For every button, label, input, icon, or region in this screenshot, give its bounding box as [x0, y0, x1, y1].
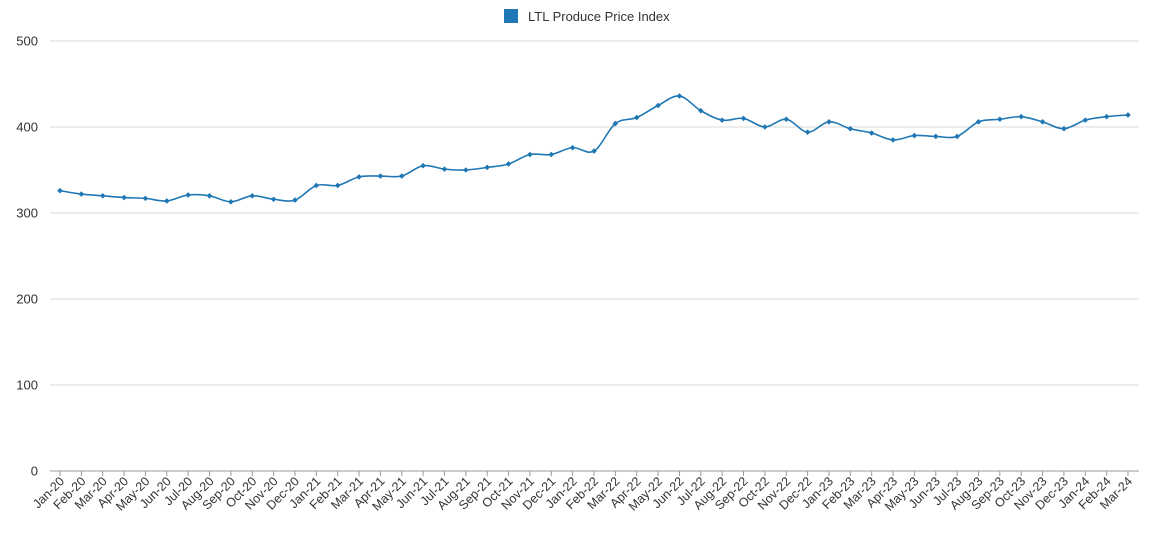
y-tick-label: 200 [16, 292, 38, 307]
data-point[interactable] [1018, 113, 1024, 120]
data-point[interactable] [804, 129, 811, 135]
data-point[interactable] [1125, 112, 1131, 118]
x-axis: Jan-20Feb-20Mar-20Apr-20May-20Jun-20Jul-… [30, 471, 1135, 514]
data-point[interactable] [398, 173, 405, 179]
data-point[interactable] [932, 133, 939, 140]
data-point[interactable] [57, 187, 63, 194]
data-point[interactable] [463, 167, 469, 173]
data-point[interactable] [676, 93, 683, 99]
data-point[interactable] [655, 102, 661, 109]
data-point[interactable] [826, 119, 832, 125]
data-point[interactable] [698, 107, 704, 114]
data-point[interactable] [868, 130, 875, 136]
data-point[interactable] [740, 115, 747, 122]
data-point[interactable] [99, 193, 106, 199]
y-tick-label: 500 [16, 34, 38, 49]
data-point[interactable] [569, 144, 576, 151]
data-point[interactable] [591, 148, 597, 154]
data-points [57, 93, 1131, 205]
data-point[interactable] [249, 193, 256, 199]
data-point[interactable] [185, 192, 191, 198]
legend-swatch [504, 9, 518, 23]
data-point[interactable] [505, 161, 512, 167]
legend[interactable]: LTL Produce Price Index [504, 9, 670, 24]
data-point[interactable] [633, 114, 640, 121]
data-point[interactable] [954, 133, 960, 140]
data-point[interactable] [206, 193, 213, 199]
data-point[interactable] [1103, 113, 1110, 120]
data-point[interactable] [228, 199, 234, 205]
data-point[interactable] [847, 125, 854, 132]
data-point[interactable] [548, 151, 555, 158]
data-point[interactable] [142, 195, 149, 202]
data-point[interactable] [441, 166, 448, 172]
y-axis: 0 100 200 300 400 500 [16, 34, 38, 479]
data-point[interactable] [270, 196, 277, 203]
data-point[interactable] [975, 119, 982, 125]
data-point[interactable] [78, 191, 85, 197]
data-point[interactable] [420, 162, 426, 169]
data-point[interactable] [1082, 117, 1089, 123]
data-point[interactable] [164, 198, 170, 204]
legend-label: LTL Produce Price Index [528, 9, 670, 24]
data-point[interactable] [911, 132, 918, 139]
data-point[interactable] [121, 194, 127, 201]
y-tick-label: 0 [31, 464, 38, 479]
data-point[interactable] [484, 164, 490, 171]
data-point[interactable] [1061, 125, 1067, 132]
data-point[interactable] [890, 137, 896, 143]
data-point[interactable] [612, 120, 619, 127]
data-point[interactable] [783, 116, 790, 123]
data-point[interactable] [997, 116, 1003, 123]
data-point[interactable] [762, 124, 768, 130]
data-point[interactable] [292, 197, 298, 203]
gridlines [50, 40, 1139, 386]
data-point[interactable] [377, 173, 384, 179]
data-point[interactable] [719, 117, 725, 123]
y-tick-label: 400 [16, 120, 38, 135]
data-point[interactable] [313, 182, 320, 189]
y-tick-label: 300 [16, 206, 38, 221]
data-point[interactable] [1039, 119, 1046, 125]
data-point[interactable] [334, 182, 341, 189]
data-point[interactable] [356, 174, 362, 180]
y-tick-label: 100 [16, 378, 38, 393]
data-point[interactable] [527, 151, 533, 158]
